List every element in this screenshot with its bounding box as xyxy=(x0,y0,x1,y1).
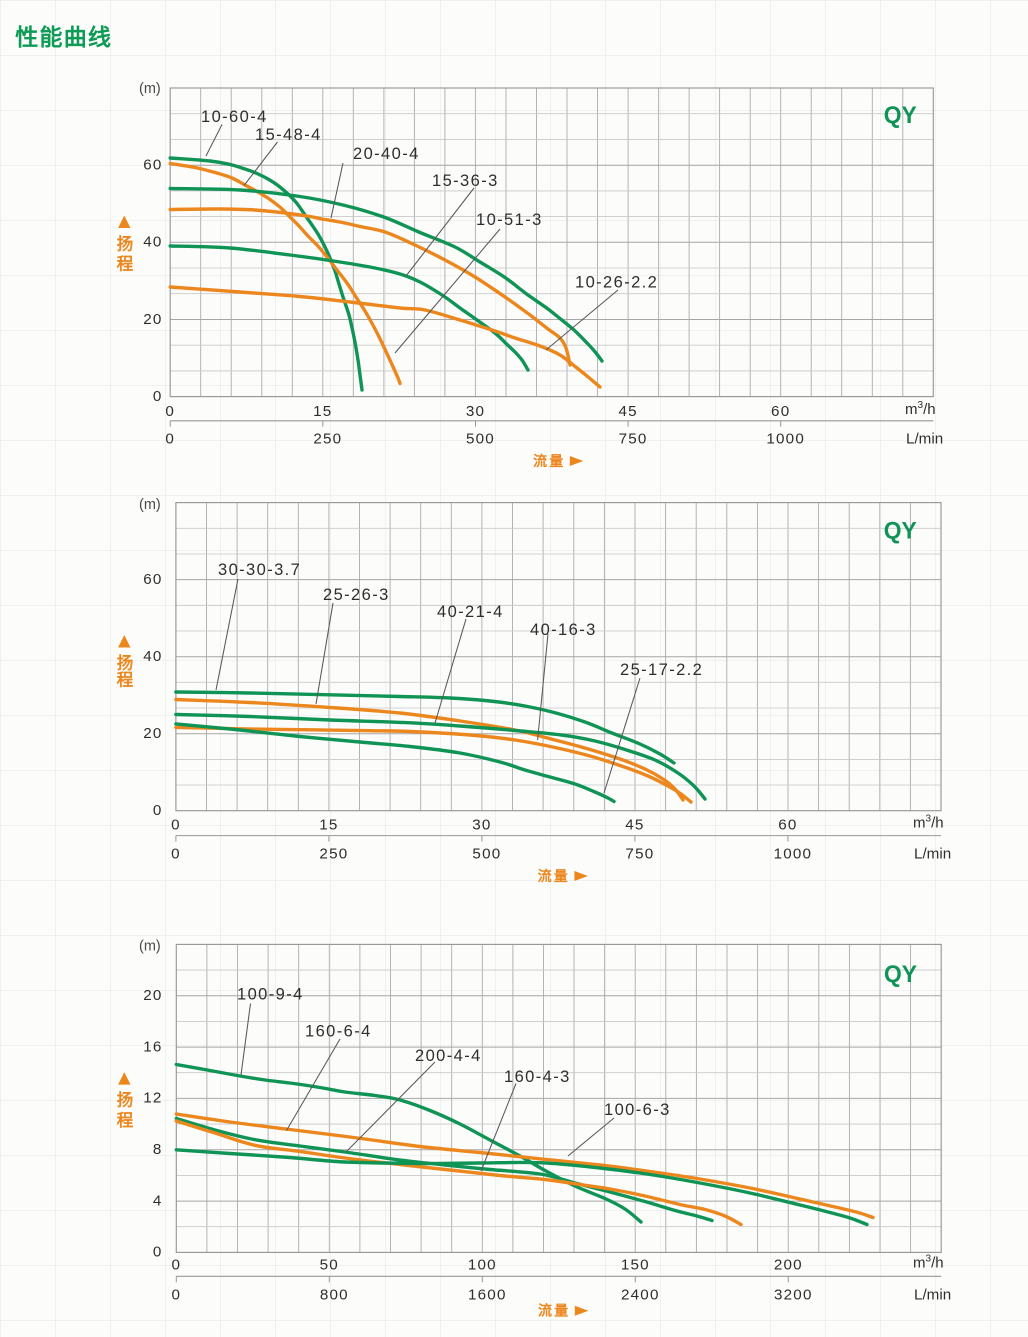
svg-text:20: 20 xyxy=(143,987,162,1004)
svg-text:m3/h: m3/h xyxy=(913,1254,944,1272)
svg-text:0: 0 xyxy=(165,403,175,420)
svg-text:4: 4 xyxy=(153,1192,163,1209)
svg-text:30: 30 xyxy=(466,403,485,420)
svg-text:40: 40 xyxy=(143,234,162,251)
svg-text:0: 0 xyxy=(171,817,181,834)
svg-text:45: 45 xyxy=(618,403,637,420)
svg-text:45: 45 xyxy=(625,817,644,834)
svg-text:160-4-3: 160-4-3 xyxy=(504,1068,571,1086)
svg-text:15: 15 xyxy=(313,403,332,420)
svg-text:流量: 流量 xyxy=(533,453,565,469)
svg-text:160-6-4: 160-6-4 xyxy=(305,1023,372,1041)
svg-text:L/min: L/min xyxy=(906,431,943,448)
svg-text:L/min: L/min xyxy=(914,1287,951,1304)
svg-text:10-51-3: 10-51-3 xyxy=(476,211,543,229)
svg-text:100-9-4: 100-9-4 xyxy=(237,986,304,1004)
svg-text:流量: 流量 xyxy=(538,1303,570,1319)
svg-text:0: 0 xyxy=(171,1287,181,1304)
svg-text:流量: 流量 xyxy=(538,868,570,884)
svg-text:0: 0 xyxy=(165,431,175,448)
svg-text:200: 200 xyxy=(774,1257,803,1274)
svg-text:QY: QY xyxy=(884,102,917,129)
svg-text:15-48-4: 15-48-4 xyxy=(255,126,322,144)
svg-text:10-26-2.2: 10-26-2.2 xyxy=(575,274,658,292)
svg-text:750: 750 xyxy=(619,431,648,448)
svg-text:0: 0 xyxy=(171,1257,181,1274)
svg-text:50: 50 xyxy=(320,1257,339,1274)
svg-text:1600: 1600 xyxy=(468,1287,507,1304)
svg-text:程: 程 xyxy=(117,255,134,274)
svg-text:2400: 2400 xyxy=(621,1287,660,1304)
svg-text:程: 程 xyxy=(117,1111,134,1130)
svg-text:(m): (m) xyxy=(139,497,161,513)
svg-text:15: 15 xyxy=(319,817,338,834)
svg-text:30: 30 xyxy=(472,817,491,834)
svg-text:40-21-4: 40-21-4 xyxy=(437,603,504,621)
svg-text:60: 60 xyxy=(771,403,790,420)
svg-text:3200: 3200 xyxy=(774,1287,813,1304)
svg-text:25-17-2.2: 25-17-2.2 xyxy=(620,661,703,679)
svg-text:1000: 1000 xyxy=(766,431,805,448)
svg-text:L/min: L/min xyxy=(914,846,951,863)
svg-text:250: 250 xyxy=(313,431,342,448)
svg-text:扬: 扬 xyxy=(117,653,134,673)
svg-text:500: 500 xyxy=(466,431,495,448)
svg-text:150: 150 xyxy=(621,1257,650,1274)
svg-text:程: 程 xyxy=(117,671,134,690)
svg-text:8: 8 xyxy=(153,1141,163,1158)
svg-text:(m): (m) xyxy=(139,939,161,955)
svg-text:(m): (m) xyxy=(139,81,161,97)
svg-text:m3/h: m3/h xyxy=(905,400,936,418)
svg-text:0: 0 xyxy=(171,846,181,863)
svg-text:15-36-3: 15-36-3 xyxy=(432,172,499,190)
svg-text:12: 12 xyxy=(143,1090,162,1107)
svg-text:40: 40 xyxy=(143,648,162,665)
svg-text:20-40-4: 20-40-4 xyxy=(353,145,420,163)
svg-text:250: 250 xyxy=(319,846,348,863)
svg-text:750: 750 xyxy=(625,846,654,863)
svg-text:60: 60 xyxy=(143,571,162,588)
svg-text:800: 800 xyxy=(320,1287,349,1304)
svg-text:30-30-3.7: 30-30-3.7 xyxy=(218,561,301,579)
svg-text:40-16-3: 40-16-3 xyxy=(530,621,597,639)
svg-text:m3/h: m3/h xyxy=(913,814,944,832)
svg-text:QY: QY xyxy=(884,961,917,988)
svg-text:60: 60 xyxy=(778,817,797,834)
svg-text:100-6-3: 100-6-3 xyxy=(604,1101,671,1119)
svg-text:25-26-3: 25-26-3 xyxy=(323,586,390,604)
svg-text:200-4-4: 200-4-4 xyxy=(415,1047,482,1065)
svg-text:16: 16 xyxy=(143,1038,162,1055)
svg-text:扬: 扬 xyxy=(117,1090,134,1110)
svg-text:500: 500 xyxy=(472,846,501,863)
svg-text:0: 0 xyxy=(153,802,163,819)
svg-text:20: 20 xyxy=(143,725,162,742)
svg-text:扬: 扬 xyxy=(117,234,134,254)
svg-text:10-60-4: 10-60-4 xyxy=(201,108,268,126)
svg-text:0: 0 xyxy=(153,388,163,405)
svg-text:0: 0 xyxy=(153,1244,163,1261)
svg-text:20: 20 xyxy=(143,311,162,328)
svg-text:100: 100 xyxy=(468,1257,497,1274)
svg-text:60: 60 xyxy=(143,157,162,174)
svg-text:1000: 1000 xyxy=(774,846,813,863)
svg-text:QY: QY xyxy=(884,518,917,545)
